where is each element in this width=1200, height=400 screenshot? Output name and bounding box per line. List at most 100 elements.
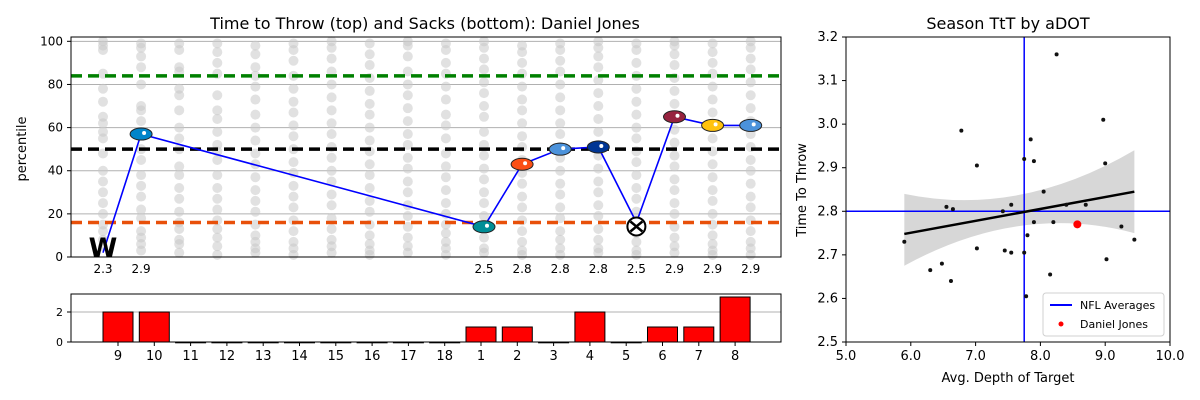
background-dot bbox=[402, 163, 413, 174]
background-dot bbox=[364, 98, 375, 109]
week-label: 13 bbox=[255, 349, 272, 364]
background-dot bbox=[402, 129, 413, 140]
sack-bar bbox=[501, 326, 533, 343]
ttt-value-label: 2.9 bbox=[132, 262, 151, 276]
team-logo-icon bbox=[663, 110, 686, 124]
background-dot bbox=[517, 191, 528, 202]
week-label: 2 bbox=[513, 349, 521, 364]
background-dot bbox=[669, 60, 680, 71]
background-dot bbox=[745, 202, 756, 213]
background-dot bbox=[555, 165, 566, 176]
background-dot bbox=[593, 187, 604, 198]
background-dot bbox=[669, 137, 680, 148]
background-dot bbox=[250, 172, 261, 183]
x-tick-label: 6.0 bbox=[900, 349, 921, 364]
background-dot bbox=[707, 94, 718, 105]
background-dot bbox=[136, 116, 147, 127]
background-dot bbox=[479, 174, 489, 185]
qb-point bbox=[939, 261, 944, 266]
background-dot bbox=[402, 152, 413, 163]
week-label: 14 bbox=[291, 349, 308, 364]
background-dot bbox=[593, 113, 604, 124]
background-dot bbox=[212, 241, 223, 252]
background-dot bbox=[745, 64, 756, 75]
confidence-band bbox=[904, 150, 1135, 266]
background-dot bbox=[440, 57, 451, 68]
background-dot bbox=[593, 88, 604, 99]
y-tick-label: 60 bbox=[48, 121, 63, 135]
trend-line bbox=[904, 190, 1135, 236]
background-dot bbox=[288, 44, 299, 55]
background-dot bbox=[593, 75, 604, 86]
y-tick-label: 2.8 bbox=[817, 204, 838, 219]
background-dot bbox=[326, 152, 337, 163]
background-dot bbox=[402, 187, 413, 198]
background-dot bbox=[669, 232, 680, 243]
sack-bar bbox=[719, 296, 751, 343]
ttt-percentile-panel: Time to Throw (top) and Sacks (bottom): … bbox=[15, 14, 782, 276]
plot-frame bbox=[845, 36, 1171, 343]
background-dot bbox=[440, 228, 451, 239]
background-dot bbox=[631, 109, 642, 120]
background-dot bbox=[212, 223, 223, 234]
qb-point bbox=[1048, 272, 1053, 277]
background-dot bbox=[136, 62, 147, 73]
background-dot bbox=[517, 94, 528, 105]
background-dot bbox=[707, 208, 718, 219]
sack-bar bbox=[465, 326, 497, 343]
background-dot bbox=[136, 105, 147, 116]
ttt-value-label: 2.9 bbox=[665, 262, 684, 276]
team-logo-icon bbox=[751, 122, 756, 127]
background-dot bbox=[707, 133, 718, 144]
qb-point bbox=[1054, 52, 1059, 57]
legend: NFL Averages Daniel Jones bbox=[1042, 292, 1165, 337]
background-dot bbox=[288, 226, 299, 237]
ttt-value-label: 2.5 bbox=[627, 262, 646, 276]
week-label: 12 bbox=[219, 349, 236, 364]
background-dot bbox=[212, 154, 223, 165]
y-tick-label: 0 bbox=[55, 250, 63, 264]
background-dot bbox=[479, 187, 489, 198]
background-dot bbox=[517, 105, 528, 116]
background-dot bbox=[440, 249, 451, 260]
qb-point bbox=[1002, 248, 1007, 253]
background-dot bbox=[174, 239, 185, 250]
background-dot bbox=[555, 129, 566, 140]
background-dot bbox=[250, 206, 261, 217]
background-dot bbox=[440, 133, 451, 144]
background-dot bbox=[593, 62, 604, 73]
sack-bar bbox=[647, 326, 678, 343]
qb-point bbox=[1103, 161, 1108, 166]
background-dot bbox=[517, 178, 528, 189]
qb-point bbox=[1041, 189, 1046, 194]
background-dot bbox=[250, 62, 261, 73]
qb-point bbox=[1025, 233, 1030, 238]
qb-point bbox=[1031, 220, 1036, 225]
background-dot bbox=[517, 81, 528, 92]
background-dot bbox=[631, 236, 642, 247]
background-dot bbox=[745, 90, 756, 101]
background-dot bbox=[136, 79, 147, 90]
week-label: 4 bbox=[586, 349, 594, 364]
panel3-title: Season TtT by aDOT bbox=[926, 14, 1089, 33]
background-dot bbox=[631, 157, 642, 168]
background-dot bbox=[402, 103, 413, 114]
background-dot bbox=[440, 198, 451, 209]
background-dot bbox=[555, 118, 566, 129]
qb-point bbox=[1132, 237, 1137, 242]
background-dot bbox=[250, 122, 261, 133]
background-dot bbox=[98, 165, 108, 176]
background-dot bbox=[593, 42, 604, 53]
background-dot bbox=[479, 42, 489, 53]
background-dot bbox=[440, 148, 451, 159]
background-dot bbox=[250, 81, 261, 92]
background-dot bbox=[288, 83, 299, 94]
team-logo-icon bbox=[675, 113, 680, 118]
qb-point bbox=[959, 128, 964, 133]
background-dot bbox=[593, 234, 604, 245]
ttt-value-label: 2.8 bbox=[589, 262, 608, 276]
panel1-ylabel: percentile bbox=[15, 116, 30, 181]
week-label: 18 bbox=[436, 349, 453, 364]
